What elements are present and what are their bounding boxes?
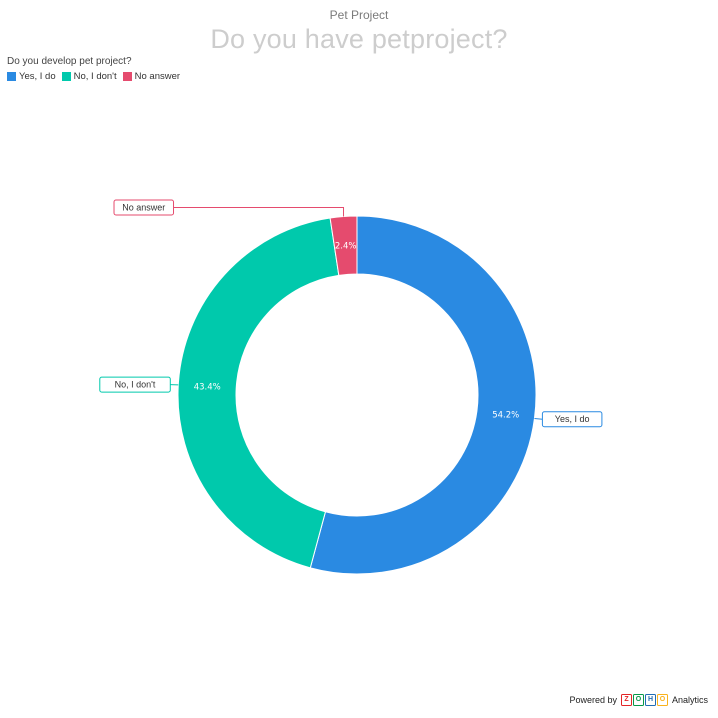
chart-supertitle: Pet Project [329, 8, 389, 22]
legend-item-no-answer[interactable]: No answer [122, 71, 181, 82]
legend-label-yes: Yes, I do [19, 71, 56, 82]
legend-item-no[interactable]: No, I don't [61, 71, 117, 82]
slice-yes-i-do[interactable] [309, 215, 537, 575]
zoho-logo-letter-3: H [644, 694, 656, 706]
data-label-no-answer: 2.4% [335, 241, 357, 251]
legend-swatch-yes [7, 72, 16, 81]
chart-title: Do you have petproject? [210, 24, 508, 54]
callout-label-no-answer: No answer [122, 203, 165, 213]
product-name: Analytics [671, 695, 708, 705]
footer: Powered by Z O H O Analytics [569, 694, 708, 706]
zoho-logo: Z O H O [620, 694, 668, 706]
callout-box-no-i-don-t [99, 376, 171, 393]
callout-box-yes-i-do [541, 411, 603, 428]
data-label-no-i-don-t: 43.4% [194, 383, 221, 393]
legend-swatch-no [61, 72, 71, 81]
callout-label-no-i-don-t: No, I don't [115, 380, 156, 390]
callout-label-yes-i-do: Yes, I do [555, 414, 590, 424]
data-label-yes-i-do: 54.2% [492, 411, 519, 421]
callout-box-no-answer [113, 199, 175, 216]
zoho-logo-letter-4: O [656, 694, 668, 706]
slice-no-answer[interactable] [329, 215, 358, 276]
connector-yes-i-do [534, 418, 543, 420]
zoho-logo-letter-1: Z [620, 694, 632, 706]
connector-no-answer [173, 207, 345, 217]
legend: Yes, I do No, I don't No answer [7, 71, 180, 82]
legend-swatch-no-answer [122, 72, 132, 81]
legend-title: Do you develop pet project? [7, 56, 132, 67]
slice-no-i-don-t[interactable] [177, 217, 340, 569]
powered-by-text: Powered by [569, 695, 617, 705]
legend-label-no: No, I don't [73, 71, 117, 82]
legend-label-no-answer: No answer [134, 71, 181, 82]
zoho-logo-letter-2: O [632, 694, 644, 706]
legend-item-yes[interactable]: Yes, I do [7, 71, 56, 82]
